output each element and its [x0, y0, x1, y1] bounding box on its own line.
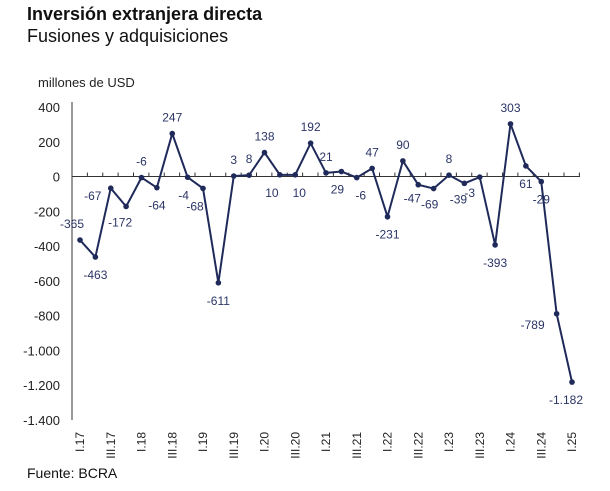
data-label: -231 — [375, 228, 399, 242]
y-tick-label: 0 — [53, 170, 60, 185]
data-label: 303 — [500, 101, 520, 115]
data-point — [307, 140, 314, 146]
data-label: -393 — [483, 256, 507, 270]
x-tick-label: I.23 — [442, 432, 456, 452]
data-point — [523, 163, 529, 169]
data-label: -6 — [136, 155, 147, 169]
data-point — [369, 165, 375, 172]
data-point — [507, 121, 514, 127]
chart-subtitle: Fusiones y adquisiciones — [27, 26, 229, 46]
data-label: -64 — [148, 199, 166, 213]
data-label: -463 — [83, 268, 107, 282]
data-point — [292, 172, 299, 178]
data-point — [538, 178, 545, 185]
data-point — [569, 379, 575, 385]
x-tick-label: I.25 — [565, 432, 579, 452]
data-label: -611 — [207, 294, 230, 308]
data-label: -789 — [521, 318, 545, 332]
data-label: -39 — [450, 192, 468, 206]
data-point — [461, 180, 468, 187]
data-label: -68 — [186, 199, 204, 213]
data-point — [92, 254, 99, 260]
y-tick-label: -1.400 — [23, 413, 60, 428]
x-tick-label: III.19 — [227, 432, 241, 459]
data-label: 29 — [331, 183, 345, 197]
data-label: 47 — [365, 145, 379, 159]
data-label: 247 — [162, 111, 182, 125]
x-tick-label: III.17 — [104, 432, 118, 459]
data-label: -365 — [60, 217, 84, 231]
data-label: -3 — [464, 186, 475, 200]
y-tick-label: -1.000 — [23, 343, 60, 358]
x-tick-label: I.17 — [73, 432, 87, 452]
data-point — [353, 174, 360, 181]
source-note: Fuente: BCRA — [27, 465, 118, 481]
data-point — [338, 168, 345, 175]
data-point — [400, 158, 406, 164]
data-label: 138 — [254, 130, 274, 144]
data-point — [492, 242, 498, 248]
y-tick-label: -400 — [34, 239, 60, 254]
data-point — [476, 174, 483, 180]
data-point — [184, 174, 191, 181]
x-tick-label: I.18 — [135, 432, 149, 452]
data-label: -6 — [355, 189, 366, 203]
data-label: -172 — [108, 215, 132, 229]
data-label: -67 — [84, 189, 102, 203]
data-label: 8 — [246, 152, 253, 166]
data-point — [553, 310, 560, 317]
data-label: 10 — [265, 186, 279, 200]
x-tick-label: III.18 — [165, 432, 179, 459]
data-point — [261, 149, 268, 156]
y-tick-label: -600 — [34, 274, 60, 289]
x-tick-label: III.21 — [350, 432, 364, 459]
x-tick-label: I.19 — [196, 432, 210, 452]
data-point — [430, 185, 437, 192]
data-point — [138, 174, 145, 181]
y-tick-label: -1.200 — [23, 378, 60, 393]
data-point — [415, 181, 422, 188]
data-label: 21 — [319, 150, 333, 164]
data-point — [277, 172, 283, 178]
data-point — [123, 203, 129, 210]
data-label: -29 — [533, 193, 551, 207]
data-label: 8 — [446, 152, 453, 166]
data-label: 3 — [230, 153, 237, 167]
data-point — [200, 185, 206, 192]
data-point — [77, 237, 83, 243]
x-tick-label: III.20 — [288, 432, 302, 459]
data-point — [384, 213, 391, 220]
data-point — [446, 172, 452, 178]
x-tick-label: I.21 — [319, 432, 333, 452]
data-label: 90 — [396, 138, 410, 152]
data-point — [230, 173, 237, 179]
data-point — [154, 184, 160, 191]
data-label: 192 — [301, 120, 321, 134]
data-label: -1.182 — [549, 393, 583, 407]
x-tick-label: I.20 — [258, 432, 272, 452]
data-label: -4 — [178, 188, 189, 202]
x-tick-label: I.24 — [504, 432, 518, 452]
y-tick-label: 400 — [38, 100, 60, 115]
y-tick-label: 200 — [38, 135, 60, 150]
data-label: 10 — [293, 186, 307, 200]
y-tick-label: -800 — [34, 309, 60, 324]
y-axis-label: millones de USD — [38, 75, 135, 90]
x-tick-label: III.23 — [473, 432, 487, 459]
y-tick-label: -200 — [34, 204, 60, 219]
data-label: -47 — [404, 192, 422, 206]
data-point — [107, 185, 114, 192]
data-point — [246, 172, 252, 178]
x-tick-label: I.22 — [381, 432, 395, 452]
data-point — [323, 170, 329, 176]
x-tick-label: III.24 — [534, 432, 548, 459]
data-label: 61 — [519, 177, 533, 191]
chart-title: Inversión extranjera directa — [27, 4, 263, 24]
data-point — [169, 130, 176, 137]
data-point — [215, 280, 222, 286]
data-label: -69 — [421, 198, 439, 212]
x-tick-label: III.22 — [411, 432, 425, 459]
